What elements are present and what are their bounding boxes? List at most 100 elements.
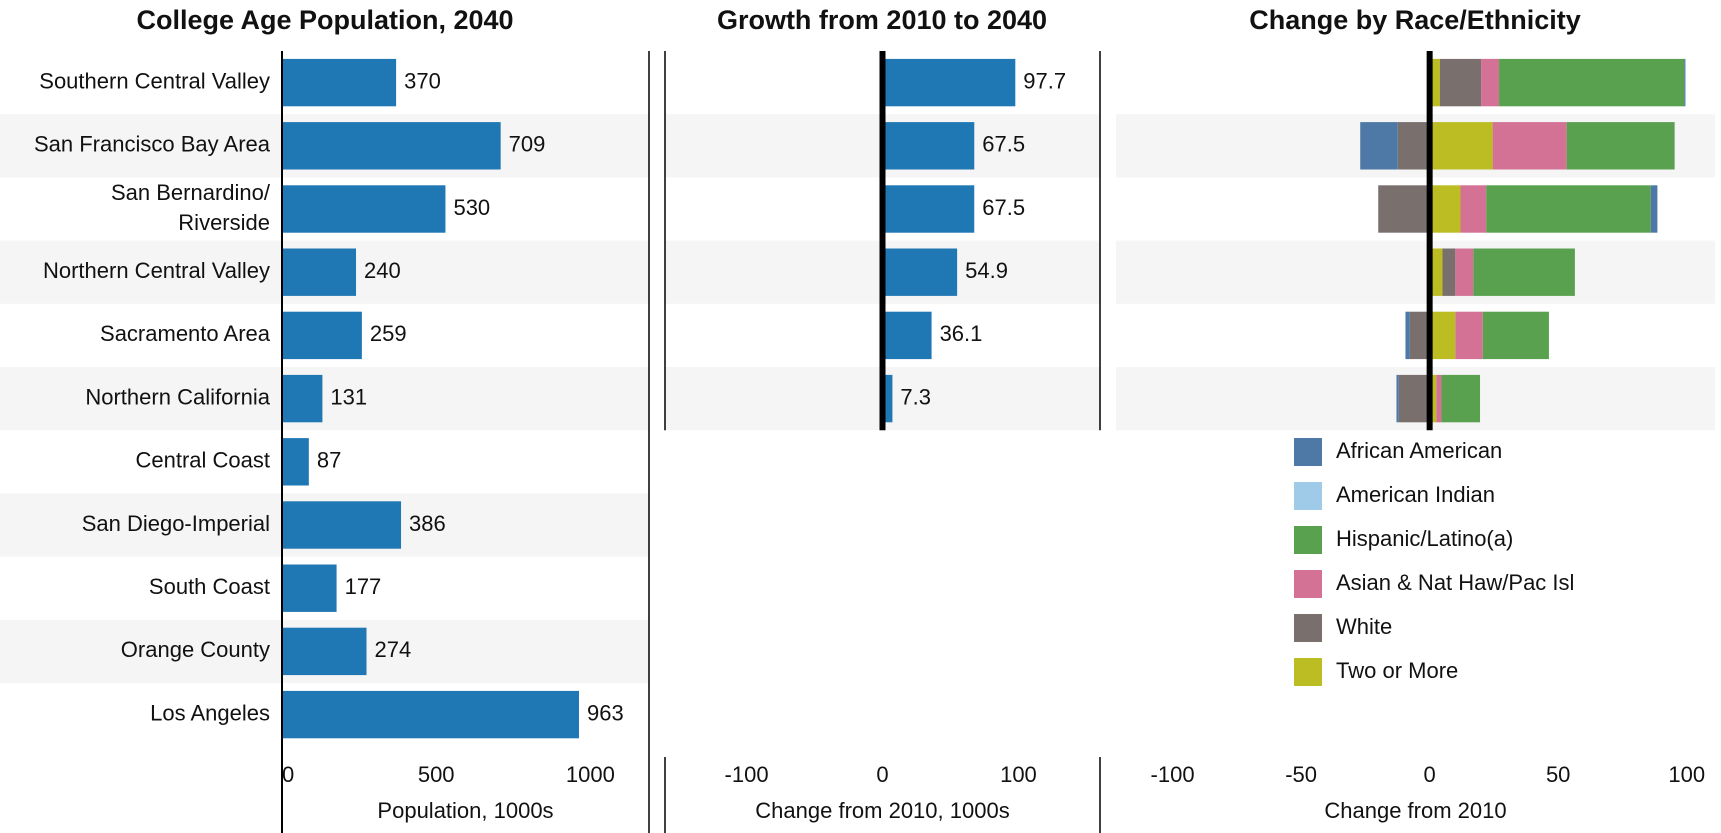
bar: [282, 58, 397, 107]
x-tick-label: 500: [418, 762, 455, 787]
value-label: 386: [409, 511, 446, 536]
bar-segment: [1429, 58, 1440, 107]
legend-swatch: [1294, 482, 1322, 510]
bar-segment: [1397, 122, 1430, 170]
category-label: Southern Central Valley: [39, 68, 270, 93]
bar: [282, 185, 446, 233]
bar-segment: [1405, 311, 1410, 360]
bar: [882, 185, 975, 233]
value-label: 177: [345, 574, 382, 599]
legend-swatch: [1294, 526, 1322, 554]
bar: [282, 564, 337, 612]
chart-title: Growth from 2010 to 2040: [717, 5, 1047, 35]
bar-segment: [1473, 248, 1575, 296]
bar-segment: [1396, 374, 1399, 423]
bar-segment: [1499, 58, 1685, 107]
value-label: 963: [587, 700, 624, 725]
category-label: South Coast: [149, 574, 270, 599]
bar: [882, 311, 932, 360]
category-label: San Diego-Imperial: [82, 511, 270, 536]
bar: [282, 501, 402, 549]
value-label: 709: [509, 132, 546, 157]
value-label: 7.3: [900, 384, 931, 409]
legend-swatch: [1294, 438, 1322, 466]
bar-segment: [1436, 374, 1442, 423]
chart-title: College Age Population, 2040: [136, 5, 513, 35]
legend-label: American Indian: [1336, 482, 1495, 507]
bar-segment: [1481, 58, 1500, 107]
x-tick-label: -100: [1151, 762, 1195, 787]
category-label: Sacramento Area: [100, 321, 271, 346]
category-label: San Bernardino/Riverside: [111, 180, 271, 235]
bar-segment: [1429, 185, 1461, 233]
bar: [282, 374, 323, 423]
bar-segment: [1482, 311, 1549, 360]
chart-title: Change by Race/Ethnicity: [1249, 5, 1581, 35]
bar: [282, 690, 579, 739]
x-tick-label: 100: [1668, 762, 1705, 787]
bar-segment: [1360, 122, 1398, 170]
bar: [882, 58, 1016, 107]
bar-segment: [1429, 374, 1437, 423]
legend-swatch: [1294, 614, 1322, 642]
bar-segment: [1684, 58, 1686, 107]
x-axis-label: Change from 2010, 1000s: [755, 798, 1009, 823]
bar: [282, 122, 501, 170]
bar: [282, 627, 367, 676]
bar-segment: [1492, 122, 1567, 170]
bar-segment: [1486, 185, 1651, 233]
value-label: 370: [404, 68, 441, 93]
legend-label: Asian & Nat Haw/Pac Isl: [1336, 570, 1574, 595]
bar: [882, 374, 893, 423]
bar-segment: [1429, 248, 1443, 296]
category-label: Orange County: [121, 637, 270, 662]
value-label: 67.5: [982, 132, 1025, 157]
bar: [282, 248, 357, 296]
legend-label: African American: [1336, 438, 1502, 463]
x-tick-label: -100: [725, 762, 769, 787]
bar: [282, 438, 309, 486]
bar-segment: [1429, 122, 1493, 170]
bar: [882, 122, 975, 170]
bar-segment: [1455, 248, 1474, 296]
x-axis-label: Population, 1000s: [377, 798, 553, 823]
category-label: Northern California: [85, 384, 270, 409]
category-label: Los Angeles: [150, 700, 270, 725]
value-label: 54.9: [965, 258, 1008, 283]
category-label: Central Coast: [135, 448, 270, 473]
legend-swatch: [1294, 570, 1322, 598]
value-label: 274: [375, 637, 412, 662]
bar-segment: [1460, 185, 1487, 233]
value-label: 87: [317, 448, 341, 473]
x-tick-label: -50: [1285, 762, 1317, 787]
row-shade: [1116, 240, 1715, 304]
bar-segment: [1566, 122, 1675, 170]
row-shade: [0, 367, 649, 431]
bar-segment: [1442, 248, 1456, 296]
bar-segment: [1455, 311, 1483, 360]
bar-segment: [1650, 185, 1658, 233]
value-label: 36.1: [940, 321, 983, 346]
value-label: 97.7: [1023, 68, 1066, 93]
x-tick-label: 100: [1000, 762, 1037, 787]
x-tick-label: 0: [1424, 762, 1436, 787]
bar: [282, 311, 362, 360]
value-label: 259: [370, 321, 407, 346]
legend-label: Hispanic/Latino(a): [1336, 526, 1513, 551]
bar-segment: [1409, 311, 1430, 360]
x-tick-label: 1000: [566, 762, 615, 787]
category-label: San Francisco Bay Area: [34, 132, 271, 157]
legend-swatch: [1294, 658, 1322, 686]
bar: [882, 248, 958, 296]
value-label: 131: [330, 384, 367, 409]
category-label: Northern Central Valley: [43, 258, 270, 283]
value-label: 67.5: [982, 195, 1025, 220]
value-label: 530: [453, 195, 490, 220]
x-axis-label: Change from 2010: [1324, 798, 1506, 823]
bar-segment: [1439, 58, 1482, 107]
bar-segment: [1429, 311, 1456, 360]
legend-label: Two or More: [1336, 658, 1458, 683]
value-label: 240: [364, 258, 401, 283]
x-tick-label: 0: [876, 762, 888, 787]
